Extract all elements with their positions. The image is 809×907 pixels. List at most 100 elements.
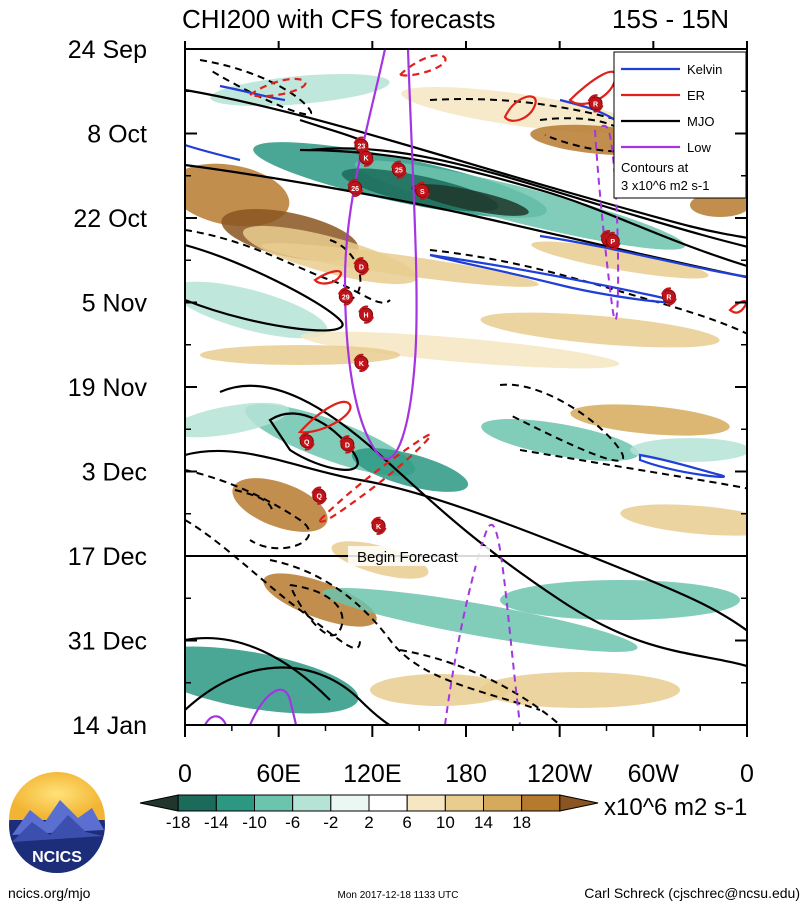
colorbar-units: x10^6 m2 s-1 <box>604 794 747 821</box>
legend-label: ER <box>687 88 705 103</box>
svg-text:23: 23 <box>358 144 366 151</box>
field-patch <box>210 73 390 107</box>
field-patch <box>630 438 747 462</box>
svg-text:K: K <box>376 524 381 531</box>
x-tick-label: 120W <box>527 760 593 788</box>
colorbar-swatch <box>330 794 370 812</box>
colorbar-swatch <box>368 794 408 812</box>
field-patch <box>690 193 747 217</box>
x-tick-label: 60W <box>628 760 680 788</box>
colorbar-swatch <box>139 794 179 812</box>
field-patch <box>300 331 620 369</box>
logo-text: NCICS <box>32 849 82 866</box>
y-tick-label: 31 Dec <box>68 628 147 656</box>
colorbar-label: 10 <box>436 813 455 832</box>
svg-text:29: 29 <box>342 294 350 301</box>
low-negative-contours <box>444 124 620 725</box>
cyclone-marker: R <box>661 287 677 306</box>
svg-text:D: D <box>345 442 350 449</box>
colorbar-swatch <box>254 794 294 812</box>
y-tick-label: 3 Dec <box>82 459 147 487</box>
field-patch <box>620 504 747 536</box>
y-tick-label: 22 Oct <box>73 205 147 233</box>
cyclone-marker: Q <box>298 432 315 451</box>
x-tick-label: 0 <box>178 760 192 788</box>
colorbar-swatch <box>215 794 255 812</box>
cyclone-marker: D <box>339 435 356 454</box>
cyclone-marker: H <box>358 305 375 324</box>
legend-note-line1: Contours at <box>621 160 689 175</box>
cyclone-marker: Q <box>311 486 328 505</box>
footer-left: ncics.org/mjo <box>8 885 91 901</box>
field-patch <box>351 448 469 492</box>
svg-text:H: H <box>364 313 369 320</box>
cyclone-marker: K <box>353 353 370 372</box>
region-label: 15S - 15N <box>612 4 729 34</box>
x-tick-label: 0 <box>740 760 754 788</box>
colorbar-swatch <box>559 794 599 812</box>
colorbar-label: 14 <box>474 813 493 832</box>
y-tick-label: 19 Nov <box>68 374 148 402</box>
colorbar: -18 -14 -10 -6 -2 2 6 10 14 18 <box>139 794 599 832</box>
field-patch <box>185 281 328 339</box>
colorbar-label: 18 <box>512 813 531 832</box>
svg-text:D: D <box>359 264 364 271</box>
legend: Kelvin ER MJO Low Contours at 3 x10^6 m2 s-… <box>613 51 747 199</box>
legend-label: Kelvin <box>687 62 722 77</box>
field-patch <box>480 672 680 708</box>
svg-text:26: 26 <box>351 186 359 193</box>
legend-note-line2: 3 x10^6 m2 s-1 <box>621 178 709 193</box>
x-tick-label: 180 <box>445 760 487 788</box>
low-contours <box>204 49 418 725</box>
footer-right: Carl Schreck (cjschrec@ncsu.edu) <box>584 885 800 901</box>
field-patch <box>570 404 730 436</box>
er-negative-contours <box>249 54 447 523</box>
field-patch <box>232 478 328 532</box>
field-patch <box>480 312 720 348</box>
y-tick-label: 17 Dec <box>68 543 147 571</box>
colorbar-label: -10 <box>242 813 267 832</box>
cyclone-marker: D <box>353 257 370 276</box>
colorbar-label: 2 <box>364 813 373 832</box>
svg-text:Q: Q <box>304 439 310 446</box>
field-patch <box>263 573 377 627</box>
colorbar-swatch <box>406 794 446 812</box>
cyclone-markers: 23K2526SSPDR29RHKQDQK <box>298 94 677 535</box>
svg-text:K: K <box>364 156 369 163</box>
colorbar-swatch <box>177 794 217 812</box>
x-tick-label: 120E <box>343 760 401 788</box>
cyclone-marker: K <box>370 516 387 535</box>
cyclone-marker: 26 <box>347 178 364 197</box>
field-patch <box>322 588 638 652</box>
legend-label: Low <box>687 140 711 155</box>
field-patch <box>370 674 510 706</box>
colorbar-swatch <box>444 794 484 812</box>
field-patch <box>200 345 400 365</box>
y-tick-label: 5 Nov <box>82 290 148 318</box>
svg-text:R: R <box>666 294 671 301</box>
x-axis: 0 60E 120E 180 120W 60W 0 <box>178 41 754 788</box>
field-patch <box>261 243 539 287</box>
svg-text:S: S <box>420 189 425 196</box>
colorbar-label: -6 <box>285 813 300 832</box>
cyclone-marker: P <box>604 231 621 251</box>
svg-text:25: 25 <box>395 168 403 175</box>
colorbar-label: -18 <box>166 813 191 832</box>
field-patch <box>411 184 529 216</box>
cyclone-marker: 25 <box>390 160 407 179</box>
legend-label: MJO <box>687 114 714 129</box>
svg-text:P: P <box>610 239 615 246</box>
cyclone-marker: S <box>414 181 431 200</box>
x-tick-label: 60E <box>256 760 300 788</box>
field-patch <box>185 646 359 714</box>
colorbar-swatch <box>521 794 561 812</box>
ncics-logo: NCICS <box>9 772 105 873</box>
footer-center: Mon 2017-12-18 1133 UTC <box>338 890 459 901</box>
colorbar-label: -2 <box>323 813 338 832</box>
svg-text:K: K <box>359 361 364 368</box>
svg-text:Q: Q <box>317 494 323 501</box>
cyclone-marker: 29 <box>337 287 354 306</box>
colorbar-swatch <box>483 794 523 812</box>
svg-text:R: R <box>593 101 598 108</box>
field-patch <box>185 402 290 438</box>
